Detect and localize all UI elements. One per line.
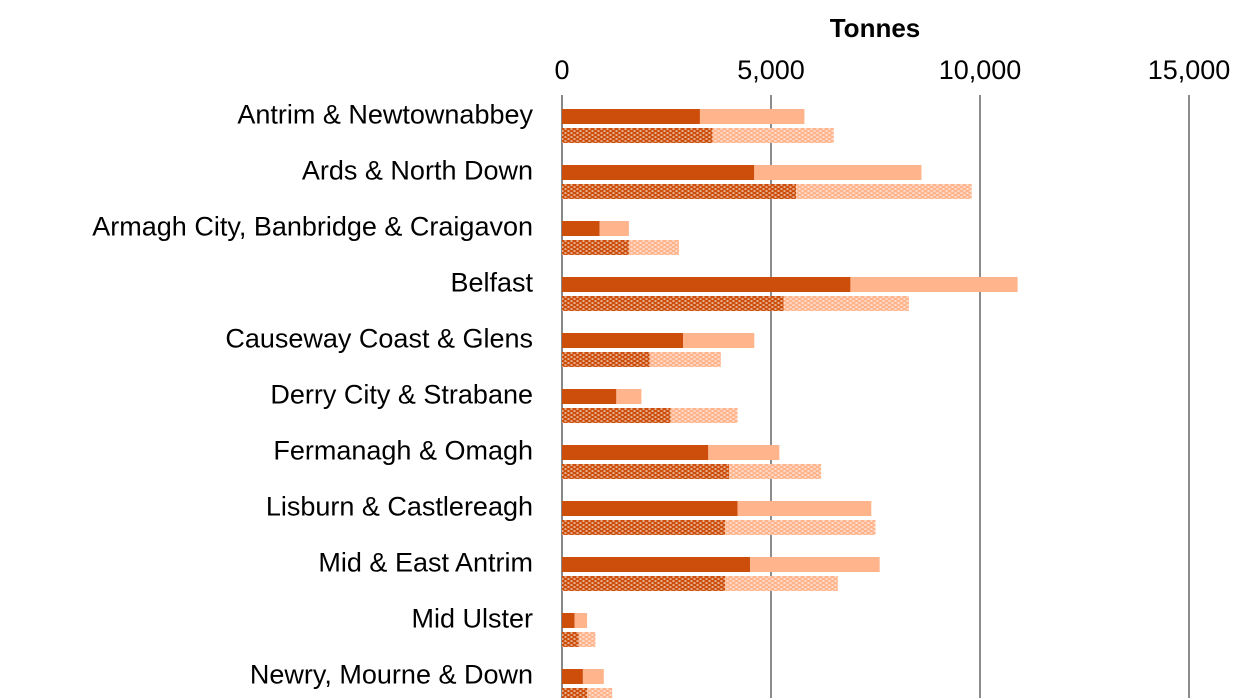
axis-title: Tonnes <box>830 13 921 43</box>
bar <box>562 128 713 143</box>
bar <box>750 557 880 572</box>
bar <box>562 464 730 479</box>
bar <box>562 109 700 124</box>
bar <box>562 352 650 367</box>
bar <box>699 109 805 124</box>
category-label: Mid Ulster <box>411 604 533 634</box>
bar <box>562 445 709 460</box>
bar <box>783 296 909 311</box>
x-tick-label: 5,000 <box>737 55 805 85</box>
category-label: Fermanagh & Omagh <box>273 436 533 466</box>
bar <box>574 613 588 628</box>
bar <box>649 352 721 367</box>
category-label: Antrim & Newtownabbey <box>237 100 533 130</box>
bar <box>754 165 922 180</box>
bar <box>562 389 617 404</box>
bar <box>587 688 613 698</box>
bar <box>670 408 738 423</box>
category-label: Ards & North Down <box>302 156 533 186</box>
bar <box>850 277 1018 292</box>
bar <box>562 221 600 236</box>
bar <box>562 632 579 647</box>
bar <box>683 333 755 348</box>
category-label: Derry City & Strabane <box>270 380 533 410</box>
category-label: Newry, Mourne & Down <box>250 660 533 690</box>
bar <box>562 296 784 311</box>
x-tick-label: 15,000 <box>1148 55 1231 85</box>
bar <box>796 184 972 199</box>
bar <box>628 240 680 255</box>
category-label: Belfast <box>450 268 533 298</box>
bar <box>578 632 596 647</box>
category-label: Armagh City, Banbridge & Craigavon <box>92 212 533 242</box>
bar <box>562 501 738 516</box>
bar <box>616 389 642 404</box>
bar <box>562 184 797 199</box>
bar <box>708 445 780 460</box>
bar <box>582 669 604 684</box>
bar <box>562 333 684 348</box>
bar <box>562 576 726 591</box>
bar <box>725 576 838 591</box>
category-label: Causeway Coast & Glens <box>225 324 533 354</box>
bar <box>562 688 588 698</box>
bar <box>599 221 629 236</box>
category-label: Lisburn & Castlereagh <box>266 492 533 522</box>
bar <box>725 520 876 535</box>
bar <box>562 669 583 684</box>
bar <box>562 520 726 535</box>
bar <box>562 277 851 292</box>
x-tick-label: 0 <box>554 55 569 85</box>
bar <box>562 557 751 572</box>
bar <box>562 613 575 628</box>
bar <box>562 165 755 180</box>
category-label: Mid & East Antrim <box>318 548 533 578</box>
x-tick-label: 10,000 <box>939 55 1022 85</box>
bar <box>712 128 834 143</box>
bar <box>737 501 872 516</box>
bar <box>729 464 822 479</box>
bar <box>562 408 671 423</box>
bar <box>562 240 629 255</box>
